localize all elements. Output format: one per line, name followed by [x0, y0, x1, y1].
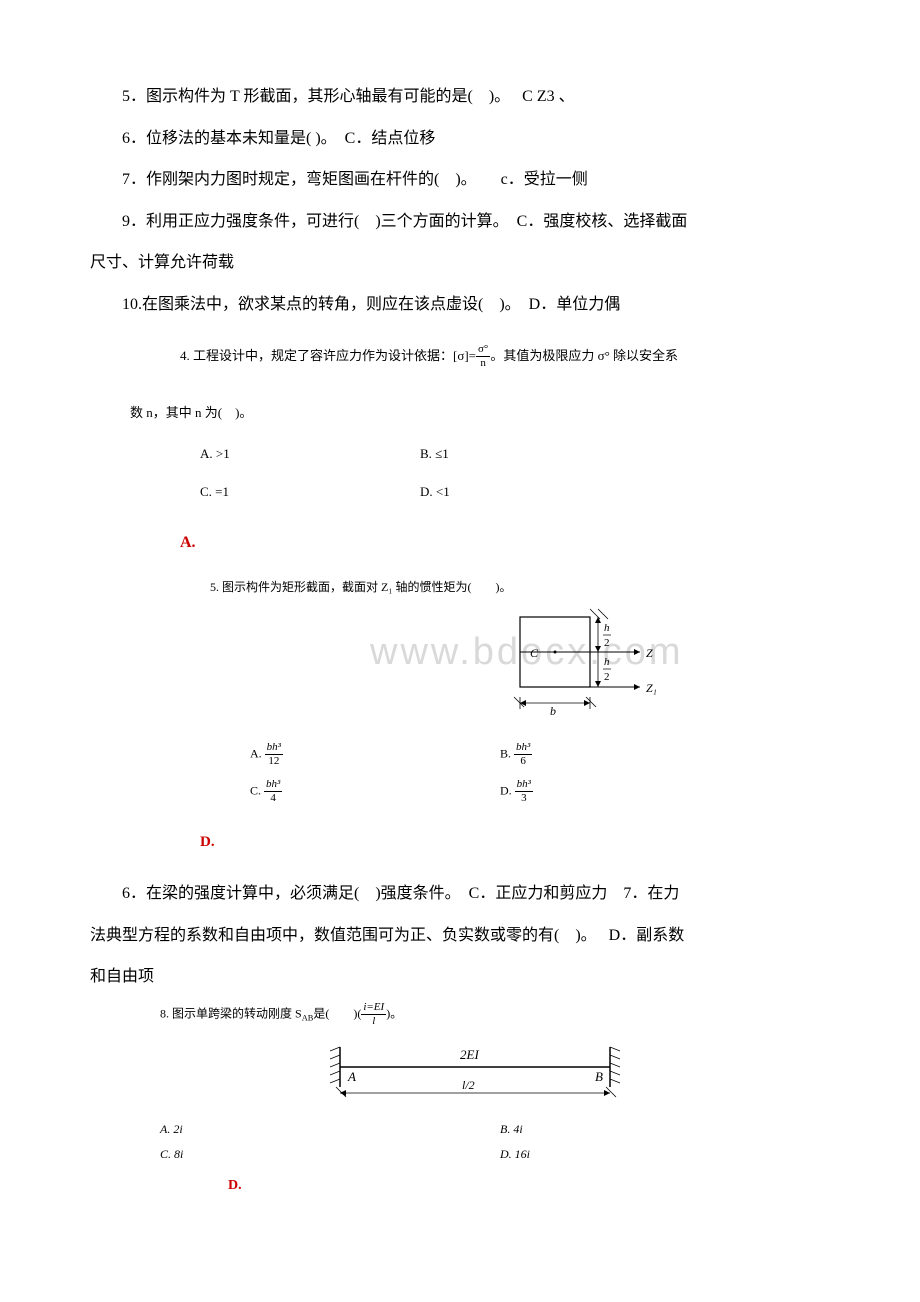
- question-9-line2: 尺寸、计算允许荷载: [90, 246, 830, 280]
- question-10: 10.在图乘法中，欲求某点的转角，则应在该点虚设( )。 D．单位力偶: [90, 288, 830, 322]
- svg-text:h: h: [604, 622, 610, 634]
- a-label: A: [347, 1069, 356, 1084]
- svg-text:h: h: [604, 656, 610, 668]
- question-6b-line1: 6．在梁的强度计算中，必须满足( )强度条件。 C．正应力和剪应力 7．在力: [90, 877, 830, 911]
- q8-option-a: A. 2i: [160, 1122, 500, 1137]
- question-4-line1: 4. 工程设计中，规定了容许应力作为设计依据：[σ]=σ°n。其值为极限应力 σ…: [180, 340, 830, 371]
- l2-label: l/2: [462, 1078, 475, 1092]
- svg-text:2: 2: [604, 637, 610, 649]
- q4-option-d: D. <1: [420, 484, 560, 500]
- question-5-top: 5．图示构件为 T 形截面，其形心轴最有可能的是( )。 C Z3 、: [90, 80, 830, 114]
- question-5-block: 5. 图示构件为矩形截面，截面对 Z₁ 轴的惯性矩为( )。 www.bdocx…: [210, 578, 830, 816]
- q5-option-d: D. bh³3: [500, 779, 640, 804]
- q5-diagram-wrap: www.bdocx.com C Z Z₁ h: [210, 605, 830, 730]
- question-4-line2: 数 n，其中 n 为( )。: [130, 397, 830, 428]
- q8-option-c: C. 8i: [160, 1147, 500, 1162]
- svg-text:2: 2: [604, 671, 610, 683]
- question-6b-line2: 法典型方程的系数和自由项中，数值范围可为正、负实数或零的有( )。 D．副系数: [90, 919, 830, 953]
- z1-label: Z₁: [646, 681, 657, 695]
- q5-option-a: A. bh³12: [250, 742, 500, 767]
- twoei-label: 2EI: [460, 1047, 479, 1062]
- q8-option-b: B. 4i: [500, 1122, 640, 1137]
- q8-option-d: D. 16i: [500, 1147, 640, 1162]
- q5-option-c: C. bh³4: [250, 779, 500, 804]
- q4-answer: A.: [180, 534, 830, 552]
- question-8-block: 8. 图示单跨梁的转动刚度 SAB是( )(i=EIl)。 A B 2EI: [160, 1002, 830, 1194]
- question-6: 6．位移法的基本未知量是( )。 C．结点位移: [90, 122, 830, 156]
- question-7: 7．作刚架内力图时规定，弯矩图画在杆件的( )。 c．受拉一侧: [90, 163, 830, 197]
- question-4-options: A. >1 C. =1 B. ≤1 D. <1: [200, 446, 830, 522]
- q8-options: A. 2i C. 8i B. 4i D. 16i: [160, 1122, 830, 1172]
- question-9-line1: 9．利用正应力强度条件，可进行( )三个方面的计算。 C．强度校核、选择截面: [90, 205, 830, 239]
- q4-option-b: B. ≤1: [420, 446, 560, 462]
- b-label: b: [550, 704, 556, 718]
- question-6b-line3: 和自由项: [90, 960, 830, 994]
- q5-option-b: B. bh³6: [500, 742, 640, 767]
- q5-diagram: C Z Z₁ h 2 h: [370, 605, 830, 730]
- q4-option-a: A. >1: [200, 446, 420, 462]
- q8-answer: D.: [228, 1178, 830, 1194]
- q5-options: A. bh³12 C. bh³4 B. bh³6 D. bh³3: [250, 742, 830, 816]
- q4-option-c: C. =1: [200, 484, 420, 500]
- z-label: Z: [646, 646, 653, 660]
- q5-answer: D.: [200, 834, 830, 851]
- c-label: C: [530, 646, 539, 660]
- q8-title: 8. 图示单跨梁的转动刚度 SAB是( )(i=EIl)。: [160, 1002, 830, 1027]
- q5-title: 5. 图示构件为矩形截面，截面对 Z₁ 轴的惯性矩为( )。: [210, 578, 830, 595]
- b-label: B: [595, 1069, 603, 1084]
- q8-diagram: A B 2EI l/2: [320, 1037, 830, 1114]
